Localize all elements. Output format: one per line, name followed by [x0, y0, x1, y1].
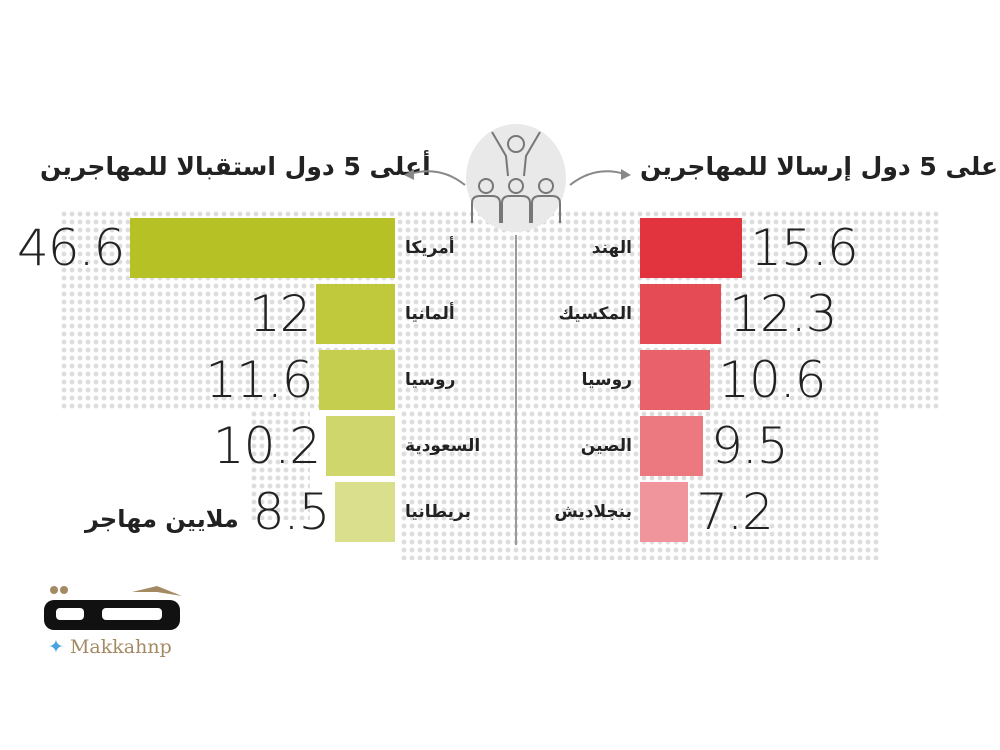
sending-country-label: الصين — [580, 436, 632, 456]
sending-value: 7.2 — [696, 483, 774, 541]
sending-value: 9.5 — [711, 417, 789, 475]
twitter-bird-icon: ✦ — [48, 636, 70, 658]
receiving-bar — [335, 482, 395, 542]
sending-value: 12.3 — [729, 285, 837, 343]
sending-country-label: الهند — [591, 238, 632, 258]
receiving-value: 12 — [248, 285, 312, 343]
sending-value: 10.6 — [718, 351, 826, 409]
arrow-left-icon — [404, 169, 466, 186]
receiving-value: 11.6 — [205, 351, 313, 409]
sending-country-label: روسيا — [581, 370, 632, 390]
sending-bar — [640, 416, 704, 476]
sending-country-label: بنجلاديش — [554, 502, 632, 522]
receiving-bar — [318, 350, 395, 410]
receiving-bar — [316, 284, 395, 344]
unit-label: ملايين مهاجر — [85, 505, 239, 533]
receiving-country-label: بريطانيا — [405, 502, 471, 522]
arrow-right-icon — [569, 169, 631, 186]
receiving-country-label: السعودية — [405, 436, 481, 456]
sending-bar — [640, 350, 711, 410]
sending-country-label: المكسيك — [558, 304, 632, 324]
makkah-logo — [44, 586, 182, 630]
receiving-value: 10.2 — [212, 417, 321, 475]
sending-bar — [640, 218, 743, 278]
sending-value: 15.6 — [750, 219, 858, 277]
receiving-value: 8.5 — [252, 483, 331, 541]
receiving-country-label: روسيا — [405, 370, 456, 390]
receiving-country-label: ألمانيا — [405, 304, 455, 324]
receiving-bar — [326, 416, 395, 476]
people-crowd-icon — [471, 131, 561, 223]
receiving-country-label: أمريكا — [405, 238, 455, 258]
sending-bar — [640, 482, 689, 542]
world-map-dots — [250, 410, 310, 520]
receiving-title: أعلى 5 دول استقبالا للمهاجرين — [40, 152, 431, 181]
receiving-bar — [130, 218, 395, 278]
sending-title: أعلى 5 دول إرسالا للمهاجرين — [640, 152, 1000, 181]
receiving-value: 46.6 — [16, 219, 125, 277]
center-divider — [515, 235, 517, 545]
sending-bar — [640, 284, 722, 344]
twitter-handle: ✦ Makkahnp — [48, 636, 172, 658]
